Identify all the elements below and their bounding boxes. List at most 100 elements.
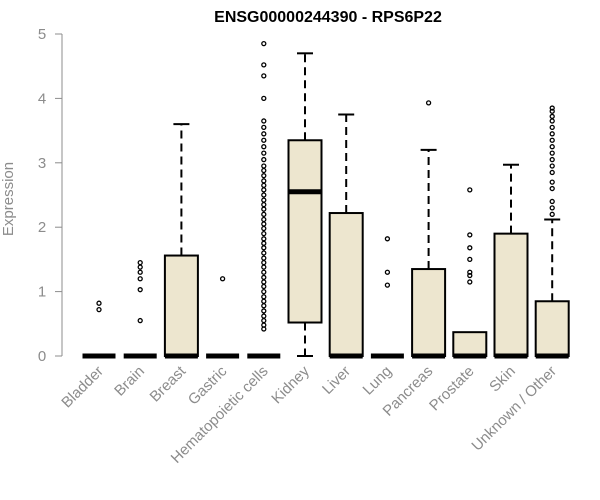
outlier-point xyxy=(261,73,267,79)
outlier-point xyxy=(261,288,267,295)
outlier-point xyxy=(261,317,267,324)
outlier-point xyxy=(549,108,555,114)
outlier-point xyxy=(261,156,267,163)
outlier-point xyxy=(261,62,267,68)
outlier-point xyxy=(549,124,555,131)
outlier-point xyxy=(261,259,267,266)
outlier-point xyxy=(261,118,267,124)
outlier-point xyxy=(467,256,473,263)
x-tick-label: Brain xyxy=(111,363,148,400)
box-rect xyxy=(328,212,364,357)
outlier-point xyxy=(261,240,267,246)
outlier-point xyxy=(261,206,267,212)
outlier-point xyxy=(467,279,473,285)
outlier-point xyxy=(549,169,555,176)
outlier-point xyxy=(549,131,555,137)
outlier-point xyxy=(549,185,555,192)
box-gastric xyxy=(206,276,240,359)
box-rect xyxy=(287,139,323,324)
outlier-point xyxy=(261,279,267,285)
outlier-point xyxy=(261,167,267,174)
outlier-point xyxy=(261,269,267,275)
box-skin xyxy=(493,163,529,359)
outlier-point xyxy=(96,300,102,306)
outlier-point xyxy=(384,236,391,242)
outlier-point xyxy=(384,269,391,275)
outlier-point xyxy=(261,225,267,232)
outlier-point xyxy=(261,322,267,328)
chart-title: ENSG00000244390 - RPS6P22 xyxy=(214,9,442,26)
outlier-point xyxy=(261,131,267,137)
box-lung xyxy=(370,236,404,359)
box-rect xyxy=(493,232,529,357)
outlier-point xyxy=(261,41,267,47)
outlier-point xyxy=(261,283,267,290)
y-tick-label: 0 xyxy=(38,348,46,365)
y-tick-label: 4 xyxy=(38,90,46,107)
outlier-point xyxy=(261,236,267,242)
outlier-point xyxy=(261,182,267,188)
x-tick-label: Breast xyxy=(147,362,190,405)
outlier-point xyxy=(549,211,555,217)
outlier-point xyxy=(467,232,473,238)
outlier-point xyxy=(549,156,555,163)
outlier-point xyxy=(137,269,143,275)
outlier-point xyxy=(261,313,267,319)
x-tick-label: Bladder xyxy=(58,363,107,412)
outlier-point xyxy=(261,264,267,270)
box-rect xyxy=(534,300,570,358)
box-brain xyxy=(123,259,157,359)
outlier-point xyxy=(261,294,267,300)
box-liver xyxy=(328,113,364,359)
box-breast xyxy=(163,123,199,359)
outlier-point xyxy=(96,306,102,313)
outlier-point xyxy=(261,150,267,156)
outlier-point xyxy=(261,202,267,208)
outlier-point xyxy=(261,173,267,179)
boxes-group xyxy=(82,41,570,359)
outlier-point xyxy=(549,137,555,143)
outlier-point xyxy=(261,308,267,314)
outlier-point xyxy=(137,317,143,324)
box-kidney xyxy=(287,52,323,357)
outlier-point xyxy=(549,150,555,156)
box-bladder xyxy=(82,300,116,359)
outlier-point xyxy=(261,95,267,102)
outlier-point xyxy=(137,264,143,270)
y-axis-label: Expression xyxy=(0,162,17,236)
box-unknown-other xyxy=(534,105,570,359)
outlier-point xyxy=(261,298,267,304)
outlier-point xyxy=(261,124,267,131)
outlier-point xyxy=(549,113,555,120)
y-tick-label: 5 xyxy=(38,26,46,43)
outlier-point xyxy=(261,250,267,256)
outlier-point xyxy=(425,100,432,106)
outlier-point xyxy=(261,197,267,203)
outlier-point xyxy=(261,187,267,193)
y-tick-label: 1 xyxy=(38,284,46,301)
x-tick-label: Prostate xyxy=(426,363,478,415)
outlier-point xyxy=(467,187,473,193)
outlier-point xyxy=(261,245,267,251)
outlier-point xyxy=(467,272,473,279)
outlier-point xyxy=(549,205,555,211)
box-prostate xyxy=(452,187,488,359)
box-rect xyxy=(452,331,488,357)
outlier-point xyxy=(549,105,555,111)
outlier-point xyxy=(549,198,555,205)
box-hematopoietic-cells xyxy=(247,41,281,359)
outlier-point xyxy=(384,282,391,288)
x-tick-label: Kidney xyxy=(268,362,313,407)
x-tick-label: Skin xyxy=(486,363,519,396)
outlier-point xyxy=(261,211,267,217)
box-rect xyxy=(163,254,199,357)
x-tick-label: Liver xyxy=(319,363,354,398)
box-pancreas xyxy=(411,100,447,359)
outlier-point xyxy=(261,216,267,223)
outlier-point xyxy=(261,192,267,198)
outlier-point xyxy=(549,163,555,169)
outlier-point xyxy=(549,179,555,185)
outlier-point xyxy=(261,221,267,227)
box-rect xyxy=(411,268,447,357)
